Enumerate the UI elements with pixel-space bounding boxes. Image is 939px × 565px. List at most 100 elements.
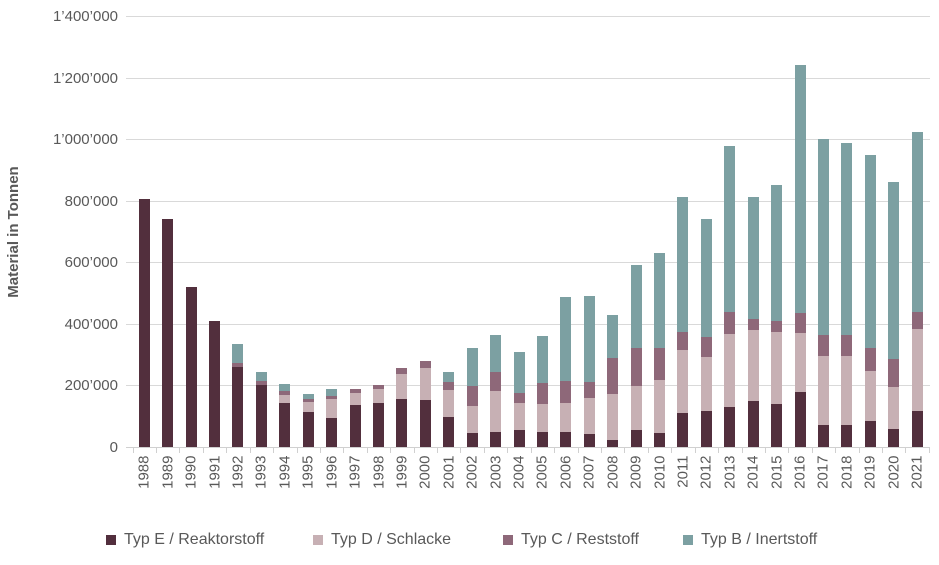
- x-tick-label: 1994: [276, 455, 294, 489]
- bar-segment: [419, 360, 431, 368]
- legend-label: Typ D / Schlacke: [331, 531, 452, 548]
- gridline: [126, 200, 930, 202]
- legend-swatch-icon: [683, 535, 693, 545]
- bar-segment: [654, 379, 666, 434]
- x-axis-tick: [788, 448, 790, 453]
- gridline: [126, 262, 930, 264]
- bar-segment: [841, 356, 853, 425]
- legend-swatch-icon: [503, 535, 513, 545]
- x-axis-tick: [437, 448, 439, 453]
- bar-segment: [677, 350, 689, 413]
- bar-segment: [396, 374, 408, 399]
- bar-segment: [630, 430, 642, 447]
- legend-label: Typ B / Inertstoff: [701, 531, 818, 548]
- y-tick-label: 400’000: [64, 315, 118, 333]
- y-tick-label: 0: [109, 439, 118, 456]
- bar-segment: [771, 404, 783, 447]
- bar-segment: [349, 393, 361, 405]
- bar-segment: [630, 385, 642, 431]
- x-tick-label: 2016: [791, 455, 809, 489]
- bar-segment: [771, 331, 783, 405]
- x-axis-tick: [530, 448, 532, 453]
- bar-segment: [677, 412, 689, 447]
- bar-segment: [349, 404, 361, 447]
- x-axis-tick: [718, 448, 720, 453]
- bar-segment: [302, 398, 314, 403]
- bar-segment: [607, 358, 619, 394]
- bar-segment: [794, 313, 806, 334]
- bar-segment: [232, 343, 244, 363]
- x-tick-label: 1988: [135, 455, 153, 489]
- x-axis-tick: [273, 448, 275, 453]
- x-axis-tick: [554, 448, 556, 453]
- bar-segment: [700, 218, 712, 338]
- x-axis-tick: [905, 448, 907, 453]
- bar-segment: [513, 393, 525, 404]
- bar-segment: [162, 219, 174, 447]
- x-axis-tick: [577, 448, 579, 453]
- bar-segment: [888, 429, 900, 447]
- bar-segment: [607, 439, 619, 447]
- x-axis-tick: [928, 448, 930, 453]
- bar-segment: [583, 296, 595, 382]
- bar-segment: [490, 431, 502, 447]
- x-axis-tick: [835, 448, 837, 453]
- bar-segment: [466, 348, 478, 387]
- bar-segment: [724, 333, 736, 407]
- x-tick-label: 1990: [182, 455, 200, 489]
- x-axis-tick: [202, 448, 204, 453]
- bar-segment: [794, 392, 806, 447]
- x-axis-tick: [226, 448, 228, 453]
- y-tick-label: 800’000: [64, 192, 118, 210]
- x-axis-tick: [460, 448, 462, 453]
- bar-segment: [255, 380, 267, 386]
- bar-segment: [607, 393, 619, 440]
- bar-segment: [560, 402, 572, 433]
- gridline: [126, 16, 930, 17]
- y-tick-label: 1’000’000: [52, 131, 118, 149]
- x-axis-tick: [647, 448, 649, 453]
- x-tick-label: 2012: [697, 455, 715, 489]
- bar-segment: [185, 287, 197, 447]
- x-axis-tick: [671, 448, 673, 453]
- x-tick-label: 2014: [744, 455, 762, 489]
- bar-segment: [513, 403, 525, 431]
- bar-segment: [326, 389, 338, 396]
- bar-segment: [794, 333, 806, 393]
- bar-segment: [443, 381, 455, 391]
- x-axis-tick: [811, 448, 813, 453]
- x-tick-label: 2003: [487, 455, 505, 489]
- bar-segment: [560, 296, 572, 382]
- bar-segment: [138, 199, 150, 447]
- bar-segment: [864, 420, 876, 447]
- x-axis-tick: [319, 448, 321, 453]
- bar-segment: [607, 315, 619, 359]
- bar-segment: [747, 197, 759, 319]
- bar-segment: [279, 384, 291, 391]
- bar-segment: [560, 381, 572, 403]
- bar-segment: [443, 417, 455, 447]
- x-axis-tick: [390, 448, 392, 453]
- x-axis-tick: [132, 448, 134, 453]
- bar-segment: [536, 431, 548, 447]
- bar-segment: [490, 372, 502, 392]
- bar-segment: [654, 347, 666, 380]
- bar-segment: [888, 387, 900, 430]
- x-tick-label: 2001: [440, 455, 458, 489]
- x-tick-label: 1996: [323, 455, 341, 489]
- bar-segment: [677, 196, 689, 333]
- bar-segment: [513, 430, 525, 447]
- x-tick-label: 2002: [463, 455, 481, 489]
- bar-segment: [841, 424, 853, 447]
- x-axis-tick: [343, 448, 345, 453]
- x-tick-label: 2017: [814, 455, 832, 489]
- bar-segment: [911, 132, 923, 312]
- x-tick-label: 2019: [861, 455, 879, 489]
- bar-segment: [373, 384, 384, 389]
- gridline: [126, 77, 930, 79]
- x-axis-tick: [741, 448, 743, 453]
- x-tick-label: 2015: [768, 455, 786, 489]
- bar-segment: [255, 385, 267, 447]
- bar-segment: [373, 402, 384, 447]
- bar-segment: [583, 433, 595, 447]
